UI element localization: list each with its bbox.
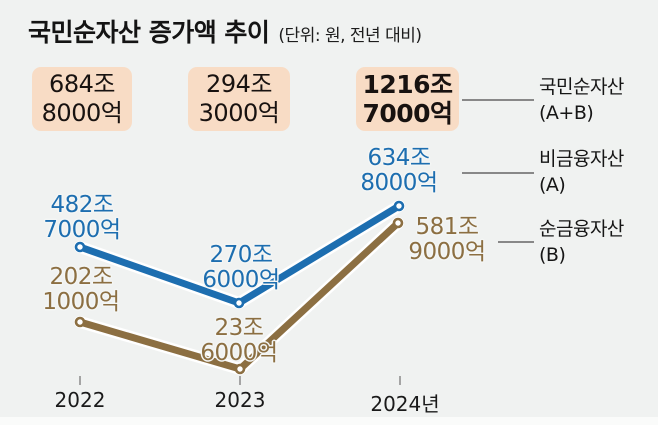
netfinancial-value-2022-jo: 202조 [49,264,113,290]
nonfinancial-value-2022-eok: 7000억 [43,217,121,243]
netfinancial-value-2023-jo: 23조 [214,315,264,341]
legend-item-nonfinancial: 비금융자산 (A) [539,146,624,198]
total-value-box-2023: 294조 3000억 [188,67,290,131]
nonfinancial-value-2023: 270조 6000억 [202,242,280,293]
netfinancial-point-2023 [234,363,246,375]
chart-unit-note: (단위: 원, 전년 대비) [278,26,422,46]
legend-nonfinancial-name: 비금융자산 [539,148,624,170]
total-value-box-2022: 684조 8000억 [32,67,132,131]
legend-item-netfinancial: 순금융자산 (B) [539,216,624,268]
nonfinancial-value-2022: 482조 7000억 [43,192,121,243]
x-axis-label-2023: 2023 [214,388,266,412]
total-value-2023-eok: 3000억 [198,99,280,127]
x-axis-label-2024: 2024년 [370,392,440,416]
nonfinancial-point-2023 [233,297,245,309]
nonfinancial-point-2022 [74,241,86,253]
total-value-2022-eok: 8000억 [41,99,123,127]
legend-total-symbol: (A+B) [539,102,594,124]
total-value-2024-eok: 7000억 [362,99,453,128]
nonfinancial-value-2023-eok: 6000억 [202,267,280,293]
x-axis-label-2022: 2022 [54,388,106,412]
netfinancial-value-2022: 202조 1000억 [42,264,120,315]
legend-netfinancial-name: 순금융자산 [539,218,624,240]
nonfinancial-value-2022-jo: 482조 [50,192,114,218]
total-value-2024-jo: 1216조 [362,70,453,99]
nonfinancial-value-2024: 634조 8000억 [360,145,438,196]
chart-title: 국민순자산 증가액 추이 [28,18,270,47]
netfinancial-value-2023-eok: 6000억 [200,340,278,366]
total-value-box-2024: 1216조 7000억 [356,67,459,131]
total-value-2022-jo: 684조 [49,70,115,98]
total-value-2023-jo: 294조 [206,70,272,98]
netfinancial-value-2024: 581조 9000억 [408,214,486,265]
netfinancial-value-2022-eok: 1000억 [42,289,120,315]
nonfinancial-value-2023-jo: 270조 [209,242,273,268]
netfinancial-point-2024 [392,217,404,229]
nonfinancial-value-2024-eok: 8000억 [360,170,438,196]
netfinancial-value-2024-eok: 9000억 [408,239,486,265]
legend-nonfinancial-symbol: (A) [539,174,566,196]
netfinancial-value-2024-jo: 581조 [415,214,479,240]
legend-item-total: 국민순자산 (A+B) [539,74,624,126]
chart-header: 국민순자산 증가액 추이 (단위: 원, 전년 대비) [28,13,422,49]
legend-total-name: 국민순자산 [539,76,624,98]
bottom-margin-strip [0,417,658,425]
netfinancial-point-2022 [74,316,86,328]
nonfinancial-value-2024-jo: 634조 [367,145,431,171]
legend-netfinancial-symbol: (B) [539,244,566,266]
netfinancial-value-2023: 23조 6000억 [200,315,278,366]
nonfinancial-point-2024 [393,200,405,212]
